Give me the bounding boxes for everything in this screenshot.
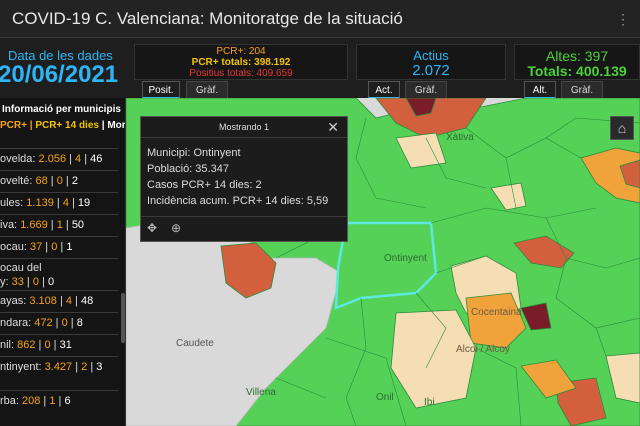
tab-alt[interactable]: Alt. xyxy=(524,81,556,99)
region-very-high-2[interactable] xyxy=(619,159,640,189)
list-item[interactable]: ocau: 37 | 0 | 1 xyxy=(0,236,118,258)
info-popup: Mostrando 1 ✕ Municipi: Ontinyent Poblac… xyxy=(140,116,348,242)
list-item[interactable]: ayas: 3.108 | 4 | 48 xyxy=(0,290,118,312)
home-icon[interactable]: ⌂ xyxy=(610,116,634,140)
region-high-3[interactable] xyxy=(520,359,577,399)
list-item[interactable]: ovelté: 68 | 0 | 2 xyxy=(0,170,118,192)
popup-cases: Casos PCR+ 14 dies: 2 xyxy=(147,179,262,191)
region-extreme-1[interactable] xyxy=(405,98,437,117)
region-ontinyent-selected[interactable] xyxy=(334,221,438,310)
app-title: COVID-19 C. Valenciana: Monitoratge de l… xyxy=(12,9,403,28)
popup-population: Població: 35.347 xyxy=(147,163,229,175)
label-alcoi: Alcoi / Alcoy xyxy=(456,344,510,355)
list-item[interactable]: ocau del y: 33 | 0 | 0 xyxy=(0,258,118,293)
label-ibi: Ibi xyxy=(424,397,435,408)
label-villena: Villena xyxy=(246,387,276,398)
list-item[interactable]: ovelda: 2.056 | 4 | 46 xyxy=(0,148,118,170)
title-bar: COVID-19 C. Valenciana: Monitoratge de l… xyxy=(0,0,640,38)
label-cocentaina: Cocentaina xyxy=(471,307,522,318)
pcr-total: PCR+ totals: 398.192 xyxy=(191,57,291,68)
tab-graf-actius[interactable]: Gràf. xyxy=(405,81,447,99)
move-icon[interactable]: ✥ xyxy=(147,221,158,235)
list-item[interactable]: ntinyent: 3.427 | 2 | 3 xyxy=(0,356,118,378)
pcr-panel: PCR+: 204 PCR+ totals: 398.192 Positius … xyxy=(134,44,348,80)
list-item[interactable]: ndara: 472 | 0 | 8 xyxy=(0,312,118,334)
region-very-high-1[interactable] xyxy=(375,98,487,139)
altes-today: Altes: 397 xyxy=(545,48,609,64)
date-value: 20/06/2021 xyxy=(0,61,119,88)
zoom-in-icon[interactable]: ⊕ xyxy=(171,221,182,235)
popup-title: Mostrando 1 xyxy=(218,122,270,132)
date-label: Data de les dades xyxy=(8,48,113,63)
label-onil: Onil xyxy=(376,392,394,403)
popup-incidence: Incidència acum. PCR+ 14 dies: 5,59 xyxy=(147,195,329,207)
actius-value: 2.072 xyxy=(412,62,450,79)
popup-footer: ✥ ⊕ xyxy=(141,216,347,241)
region-medium-1[interactable] xyxy=(395,132,447,169)
region-high-2[interactable] xyxy=(465,292,527,349)
popup-header: Mostrando 1 ✕ xyxy=(141,117,347,138)
list-item[interactable]: iva: 1.669 | 1 | 50 xyxy=(0,214,118,236)
region-very-high-4[interactable] xyxy=(220,242,277,299)
region-medium-2[interactable] xyxy=(490,182,527,211)
tab-posit[interactable]: Posit. xyxy=(142,81,180,99)
tab-graf-pcr[interactable]: Gràf. xyxy=(186,81,228,99)
list-legend: PCR+ | PCR+ 14 dies | Morts xyxy=(0,120,126,131)
tab-graf-altes[interactable]: Gràf. xyxy=(561,81,603,99)
close-icon[interactable]: ✕ xyxy=(327,119,339,135)
municipality-boundaries xyxy=(275,117,640,426)
positive-total: Positius totals: 409.659 xyxy=(189,68,293,79)
region-high-1[interactable] xyxy=(580,147,640,204)
list-item[interactable]: ules: 1.139 | 4 | 19 xyxy=(0,192,118,214)
municipality-list[interactable]: Informació per municipis PCR+ | PCR+ 14 … xyxy=(0,98,126,426)
ellipsis-icon[interactable]: ⋮ xyxy=(616,11,630,27)
actius-label: Actius xyxy=(413,48,449,63)
altes-total: Totals: 400.139 xyxy=(527,63,627,79)
list-header: Informació per municipis xyxy=(2,104,121,115)
popup-municipality: Municipi: Ontinyent xyxy=(147,147,241,159)
region-medium-alcoi[interactable] xyxy=(390,309,477,409)
region-extreme-2[interactable] xyxy=(520,302,552,331)
pcr-today: PCR+: 204 xyxy=(216,46,266,57)
list-item[interactable]: nil: 862 | 0 | 31 xyxy=(0,334,118,356)
label-caudete: Caudete xyxy=(176,338,214,349)
altes-panel: Altes: 397 Totals: 400.139 xyxy=(514,44,640,80)
actius-panel: Actius 2.072 xyxy=(356,44,506,80)
list-scrollbar[interactable] xyxy=(121,293,125,343)
label-ontinyent: Ontinyent xyxy=(384,253,427,264)
list-item[interactable]: rba: 208 | 1 | 6 xyxy=(0,390,118,412)
label-xativa: Xàtiva xyxy=(446,132,474,143)
region-medium-4[interactable] xyxy=(605,352,640,404)
tab-act[interactable]: Act. xyxy=(368,81,400,99)
